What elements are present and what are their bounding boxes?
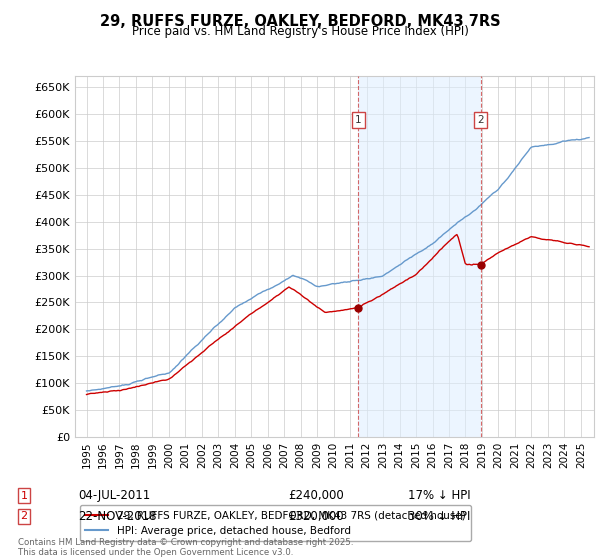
Text: 1: 1 — [20, 491, 28, 501]
Text: 29, RUFFS FURZE, OAKLEY, BEDFORD, MK43 7RS: 29, RUFFS FURZE, OAKLEY, BEDFORD, MK43 7… — [100, 14, 500, 29]
Text: 04-JUL-2011: 04-JUL-2011 — [78, 489, 150, 502]
Text: 17% ↓ HPI: 17% ↓ HPI — [408, 489, 470, 502]
Text: 30% ↓ HPI: 30% ↓ HPI — [408, 510, 470, 523]
Legend: 29, RUFFS FURZE, OAKLEY, BEDFORD, MK43 7RS (detached house), HPI: Average price,: 29, RUFFS FURZE, OAKLEY, BEDFORD, MK43 7… — [80, 505, 470, 541]
Text: 22-NOV-2018: 22-NOV-2018 — [78, 510, 157, 523]
Text: 2: 2 — [478, 115, 484, 125]
Bar — [358, 76, 481, 437]
Text: 2: 2 — [20, 511, 28, 521]
Text: Contains HM Land Registry data © Crown copyright and database right 2025.
This d: Contains HM Land Registry data © Crown c… — [18, 538, 353, 557]
Text: 1: 1 — [355, 115, 362, 125]
Text: £320,000: £320,000 — [288, 510, 344, 523]
Text: £240,000: £240,000 — [288, 489, 344, 502]
Text: Price paid vs. HM Land Registry's House Price Index (HPI): Price paid vs. HM Land Registry's House … — [131, 25, 469, 38]
